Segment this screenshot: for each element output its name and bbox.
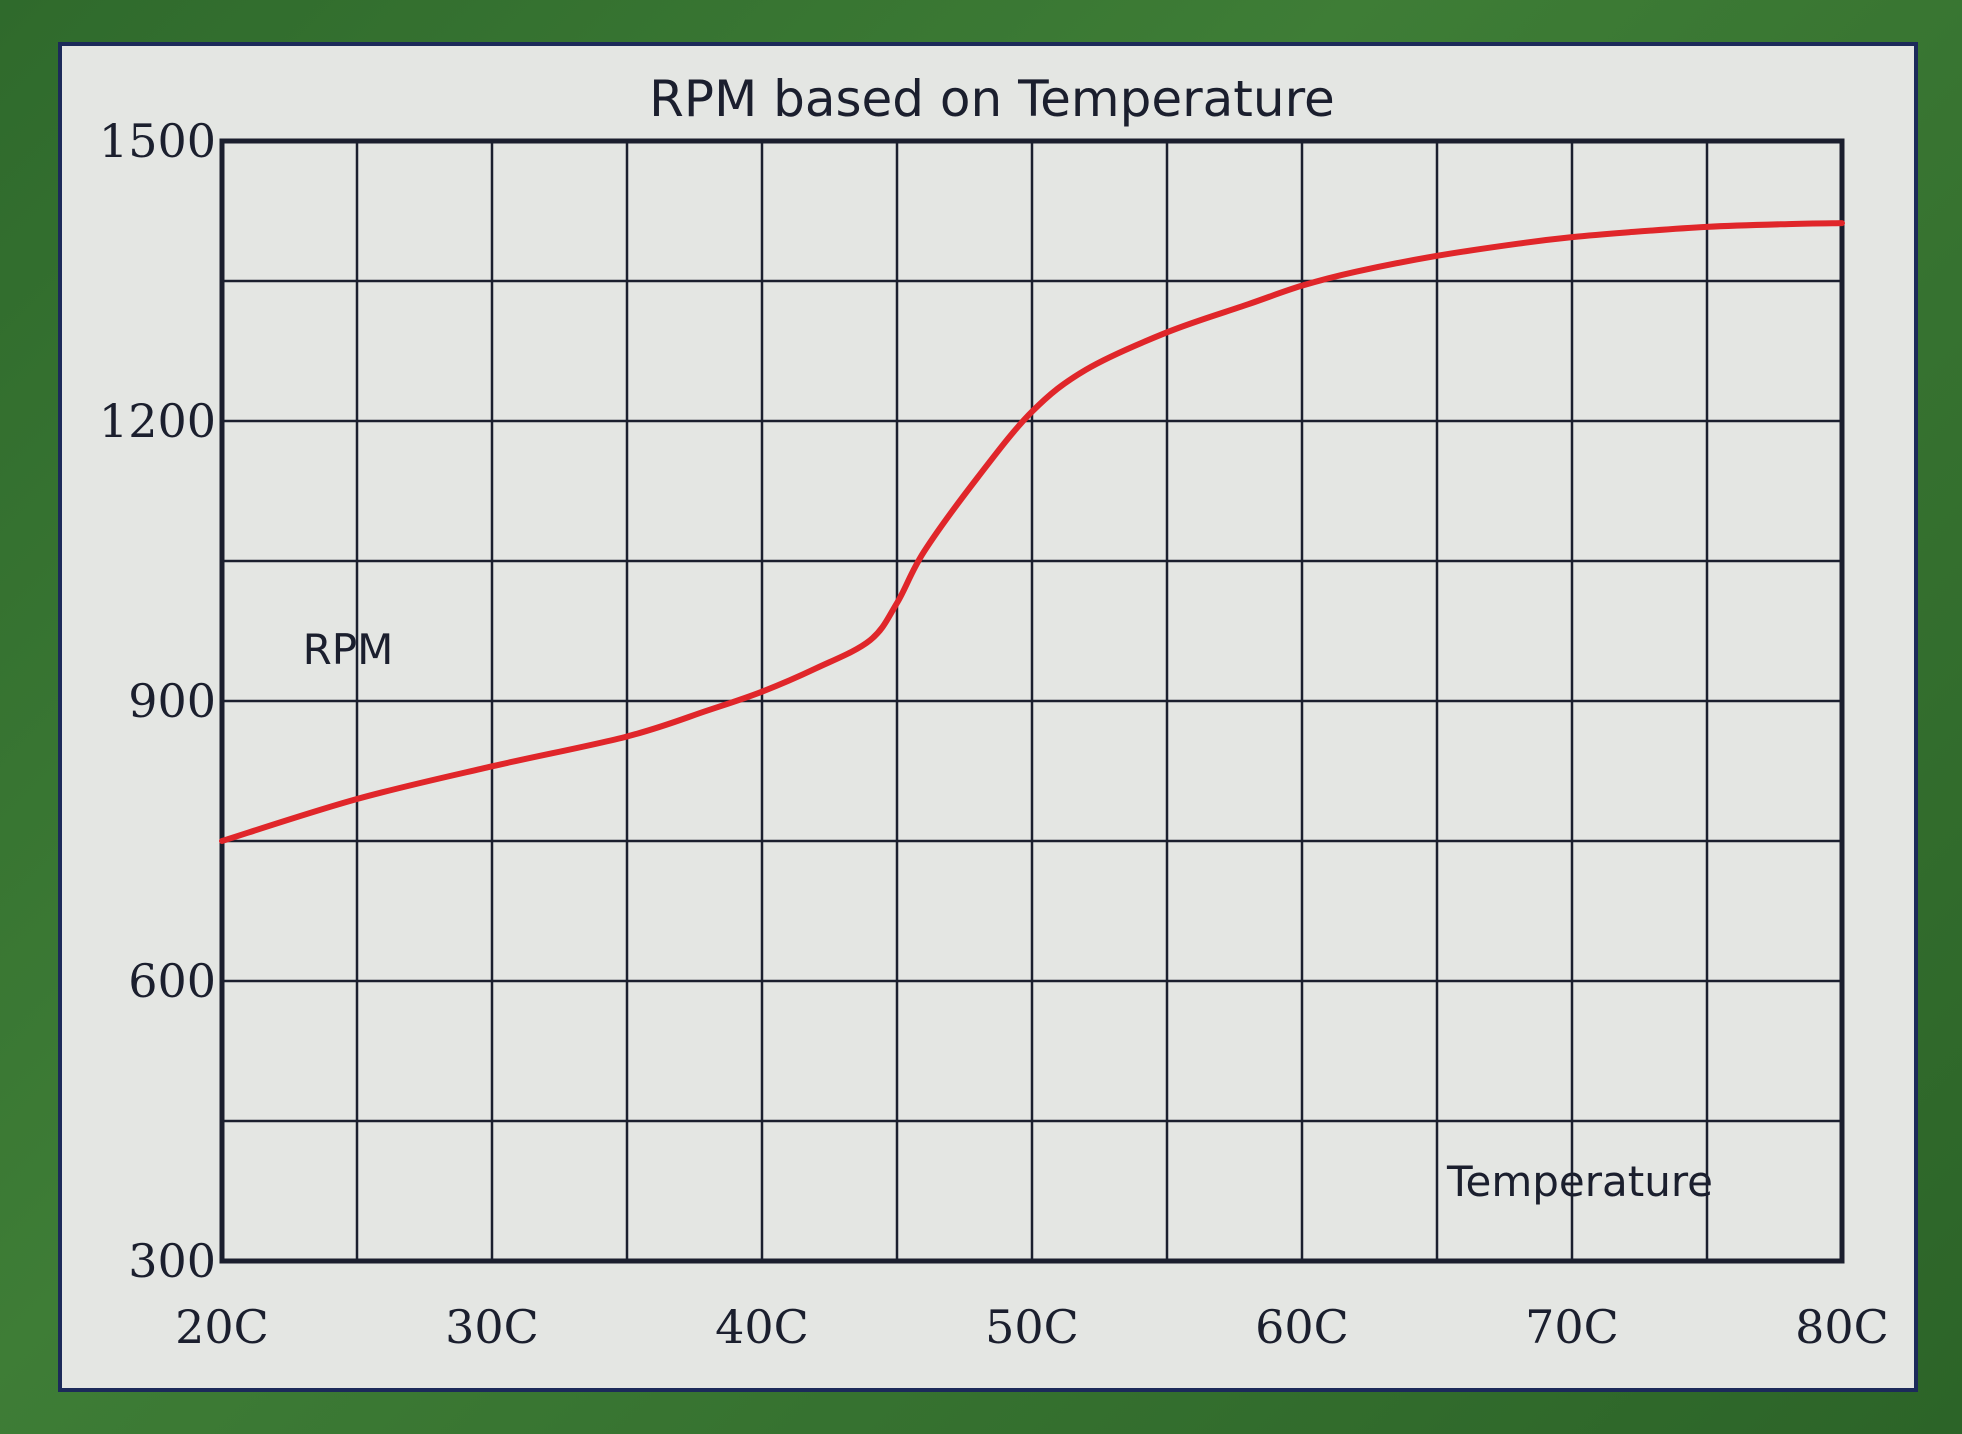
x-tick-label: 70C xyxy=(1525,1300,1619,1354)
y-tick-label: 1500 xyxy=(99,114,216,168)
x-tick-label: 30C xyxy=(445,1300,539,1354)
x-axis-label: Temperature xyxy=(1446,1157,1713,1206)
y-tick-label: 900 xyxy=(128,674,216,728)
y-axis-label: RPM xyxy=(303,625,394,674)
y-tick-label: 300 xyxy=(128,1234,216,1288)
chart-svg: RPM based on Temperature 20C 30C 40C 50C 60C… xyxy=(99,70,1889,1354)
plot-border xyxy=(219,138,1845,1264)
y-tick-label: 600 xyxy=(128,954,216,1008)
x-tick-label: 40C xyxy=(715,1300,809,1354)
tick-labels: 20C 30C 40C 50C 60C 70C 80C 1500 1200 900 600 300 xyxy=(99,114,1889,1354)
x-tick-label: 50C xyxy=(985,1300,1079,1354)
chart-panel: RPM based on Temperature 20C 30C 40C 50C 60C… xyxy=(58,42,1918,1392)
x-tick-label: 60C xyxy=(1255,1300,1349,1354)
grid xyxy=(222,141,1842,1261)
x-tick-label: 20C xyxy=(175,1300,269,1354)
x-tick-label: 80C xyxy=(1795,1300,1889,1354)
series-line-rpm xyxy=(219,220,1845,844)
y-tick-label: 1200 xyxy=(99,394,216,448)
chart-title: RPM based on Temperature xyxy=(649,70,1335,128)
